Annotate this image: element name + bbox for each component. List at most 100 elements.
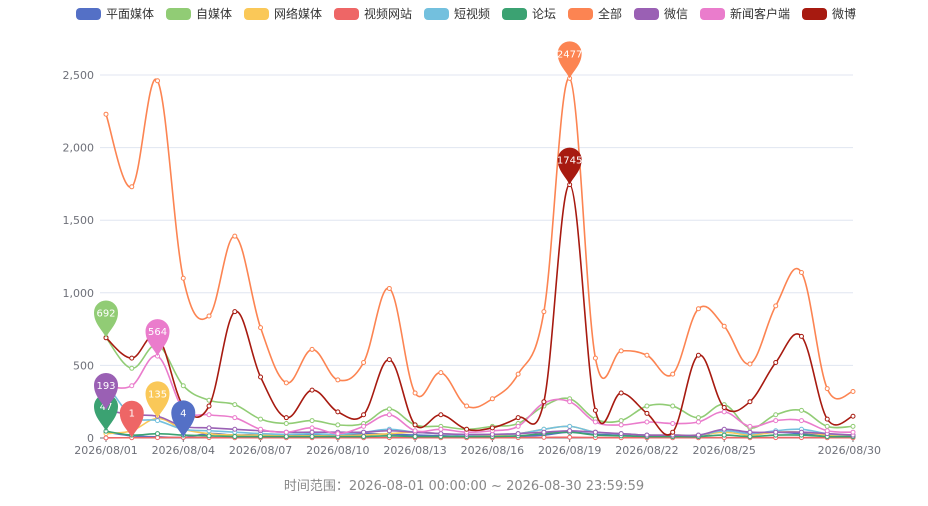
- data-point[interactable]: [386, 428, 392, 434]
- data-point[interactable]: [773, 359, 779, 365]
- data-point[interactable]: [283, 434, 289, 440]
- data-point[interactable]: [670, 403, 676, 409]
- data-point[interactable]: [232, 402, 238, 408]
- data-point[interactable]: [850, 429, 856, 435]
- data-point[interactable]: [464, 426, 470, 432]
- data-point[interactable]: [695, 306, 701, 312]
- data-point[interactable]: [721, 409, 727, 415]
- data-point[interactable]: [798, 333, 804, 339]
- data-point[interactable]: [773, 412, 779, 418]
- data-point[interactable]: [283, 429, 289, 435]
- data-point[interactable]: [232, 309, 238, 315]
- data-point[interactable]: [309, 429, 315, 435]
- data-point[interactable]: [335, 409, 341, 415]
- data-point[interactable]: [206, 313, 212, 319]
- data-point[interactable]: [309, 418, 315, 424]
- data-point[interactable]: [180, 383, 186, 389]
- data-point[interactable]: [489, 425, 495, 431]
- data-point[interactable]: [824, 423, 830, 429]
- data-point[interactable]: [773, 303, 779, 309]
- legend-item-4[interactable]: 短视频: [424, 6, 490, 21]
- data-point[interactable]: [541, 399, 547, 405]
- data-point[interactable]: [592, 355, 598, 361]
- data-point[interactable]: [412, 422, 418, 428]
- data-point[interactable]: [773, 418, 779, 424]
- data-point[interactable]: [464, 403, 470, 409]
- data-point[interactable]: [386, 285, 392, 291]
- data-point[interactable]: [129, 383, 135, 389]
- data-point[interactable]: [258, 426, 264, 432]
- legend-item-7[interactable]: 微信: [634, 7, 688, 21]
- data-point[interactable]: [438, 412, 444, 418]
- data-point[interactable]: [592, 419, 598, 425]
- data-point[interactable]: [670, 429, 676, 435]
- legend[interactable]: 平面媒体 自媒体 网络媒体 视频网站 短视频 论坛 全部 微信 新闻客户端 微博: [76, 6, 856, 21]
- data-point[interactable]: [670, 371, 676, 377]
- data-point[interactable]: [258, 434, 264, 440]
- data-point[interactable]: [773, 429, 779, 435]
- data-point[interactable]: [361, 434, 367, 440]
- data-point[interactable]: [155, 418, 161, 424]
- data-point[interactable]: [567, 434, 573, 440]
- data-point[interactable]: [283, 380, 289, 386]
- data-point[interactable]: [155, 431, 161, 437]
- data-point[interactable]: [283, 415, 289, 421]
- data-point[interactable]: [412, 434, 418, 440]
- data-point[interactable]: [618, 418, 624, 424]
- data-point[interactable]: [592, 429, 598, 435]
- data-point[interactable]: [361, 359, 367, 365]
- data-point[interactable]: [850, 389, 856, 395]
- data-point[interactable]: [309, 346, 315, 352]
- legend-item-5[interactable]: 论坛: [502, 7, 556, 21]
- data-point[interactable]: [309, 434, 315, 440]
- data-point[interactable]: [129, 355, 135, 361]
- data-point[interactable]: [386, 406, 392, 412]
- data-point[interactable]: [206, 403, 212, 409]
- legend-item-1[interactable]: 自媒体: [166, 7, 232, 21]
- data-point[interactable]: [361, 429, 367, 435]
- data-point[interactable]: [206, 425, 212, 431]
- data-point[interactable]: [592, 407, 598, 413]
- data-point[interactable]: [258, 374, 264, 380]
- data-point[interactable]: [258, 416, 264, 422]
- data-point[interactable]: [695, 419, 701, 425]
- data-point[interactable]: [824, 416, 830, 422]
- data-point[interactable]: [618, 422, 624, 428]
- data-point[interactable]: [309, 425, 315, 431]
- data-point[interactable]: [541, 309, 547, 315]
- data-point[interactable]: [721, 323, 727, 329]
- data-point[interactable]: [206, 433, 212, 439]
- data-point[interactable]: [721, 405, 727, 411]
- data-point[interactable]: [644, 403, 650, 409]
- data-point[interactable]: [103, 111, 109, 117]
- data-point[interactable]: [232, 233, 238, 239]
- data-point[interactable]: [567, 399, 573, 405]
- data-point[interactable]: [386, 433, 392, 439]
- data-point[interactable]: [541, 429, 547, 435]
- data-point[interactable]: [361, 412, 367, 418]
- data-point[interactable]: [335, 431, 341, 437]
- data-point[interactable]: [412, 390, 418, 396]
- data-point[interactable]: [335, 422, 341, 428]
- data-point[interactable]: [721, 432, 727, 438]
- data-point[interactable]: [386, 412, 392, 418]
- legend-item-0[interactable]: 平面媒体: [76, 7, 154, 21]
- data-point[interactable]: [747, 423, 753, 429]
- data-point[interactable]: [850, 423, 856, 429]
- data-point[interactable]: [129, 184, 135, 190]
- data-point[interactable]: [232, 426, 238, 432]
- data-point[interactable]: [747, 399, 753, 405]
- data-point[interactable]: [618, 348, 624, 354]
- data-point[interactable]: [180, 275, 186, 281]
- data-point[interactable]: [515, 415, 521, 421]
- data-point[interactable]: [695, 432, 701, 438]
- data-point[interactable]: [155, 78, 161, 84]
- legend-item-6[interactable]: 全部: [568, 6, 622, 21]
- legend-item-9[interactable]: 微博: [802, 6, 856, 21]
- data-point[interactable]: [644, 419, 650, 425]
- data-point[interactable]: [644, 352, 650, 358]
- data-point[interactable]: [129, 365, 135, 371]
- data-point[interactable]: [232, 415, 238, 421]
- data-point[interactable]: [232, 434, 238, 440]
- data-point[interactable]: [335, 377, 341, 383]
